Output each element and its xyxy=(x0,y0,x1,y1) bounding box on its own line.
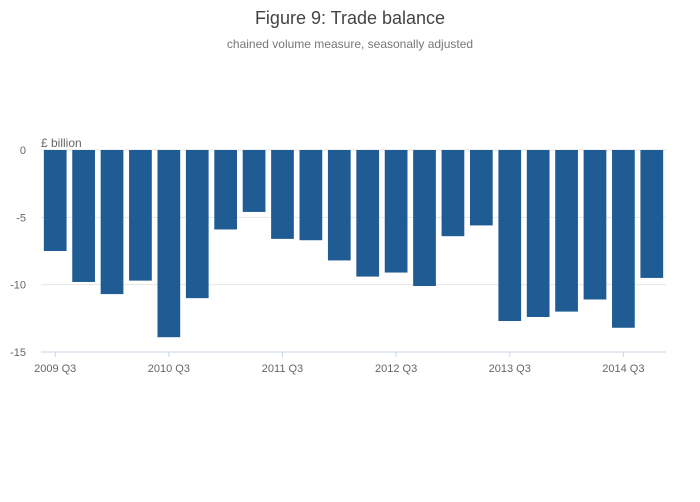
bar xyxy=(498,150,522,322)
x-tick-label: 2014 Q3 xyxy=(602,363,644,375)
bar xyxy=(214,150,238,230)
x-tick-label: 2011 Q3 xyxy=(262,363,303,375)
bar xyxy=(129,150,152,281)
x-axis: 2009 Q3 2010 Q3 2011 Q3 2012 Q3 2013 Q3 2014 … xyxy=(34,351,666,375)
y-axis-unit-label: £ billion xyxy=(41,136,82,150)
x-tick-label: 2010 Q3 xyxy=(148,363,190,375)
y-tick-label: -5 xyxy=(16,212,26,224)
bar xyxy=(185,150,209,299)
bar xyxy=(384,150,408,273)
bar xyxy=(157,150,181,338)
chart-title: Figure 9: Trade balance xyxy=(255,8,445,28)
x-tick-label: 2009 Q3 xyxy=(34,363,76,375)
bar-series xyxy=(43,150,664,338)
bar xyxy=(242,150,266,212)
bar xyxy=(271,150,294,239)
bar xyxy=(43,150,67,251)
x-tick-label: 2012 Q3 xyxy=(375,363,417,375)
y-tick-label: 0 xyxy=(20,145,26,157)
chart-subtitle: chained volume measure, seasonally adjus… xyxy=(227,37,473,51)
bar xyxy=(469,150,493,226)
bar xyxy=(327,150,351,261)
bar xyxy=(526,150,550,317)
bar xyxy=(640,150,664,278)
y-axis-ticks: 0 -5 -10 -15 xyxy=(10,145,26,359)
bar xyxy=(555,150,578,312)
bar xyxy=(413,150,436,287)
bar xyxy=(612,150,635,328)
bar xyxy=(356,150,380,277)
bar xyxy=(583,150,607,300)
bar xyxy=(441,150,465,237)
bar xyxy=(72,150,95,282)
y-tick-label: -10 xyxy=(10,280,26,292)
bar xyxy=(299,150,323,241)
x-tick-label: 2013 Q3 xyxy=(489,363,531,375)
bar xyxy=(100,150,124,295)
y-tick-label: -15 xyxy=(10,347,26,359)
